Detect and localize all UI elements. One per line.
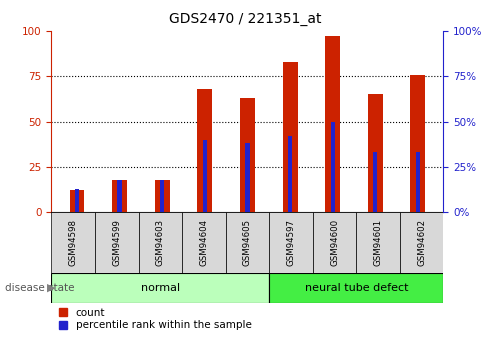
Bar [95, 212, 139, 273]
Bar [112, 179, 127, 212]
Bar [373, 152, 377, 212]
Bar [226, 212, 269, 273]
Bar [182, 212, 226, 273]
Bar [416, 152, 420, 212]
Bar [51, 273, 269, 303]
Bar [331, 122, 335, 212]
Bar [75, 189, 79, 212]
Bar [411, 75, 425, 212]
Text: GSM94598: GSM94598 [69, 219, 78, 266]
Bar [288, 136, 292, 212]
Bar [400, 212, 443, 273]
Text: normal: normal [141, 283, 180, 293]
Text: GSM94603: GSM94603 [156, 219, 165, 266]
Bar [203, 140, 207, 212]
Text: GSM94601: GSM94601 [373, 219, 383, 266]
Bar [313, 212, 356, 273]
Bar [245, 144, 249, 212]
Bar [325, 37, 340, 212]
Text: disease state: disease state [5, 283, 74, 293]
Bar [269, 273, 443, 303]
Text: neural tube defect: neural tube defect [305, 283, 408, 293]
Bar [283, 62, 297, 212]
Bar [160, 179, 164, 212]
Text: GSM94600: GSM94600 [330, 219, 339, 266]
Bar [269, 212, 313, 273]
Bar [240, 98, 255, 212]
Text: GSM94597: GSM94597 [287, 219, 295, 266]
Text: GSM94604: GSM94604 [199, 219, 208, 266]
Text: GSM94602: GSM94602 [417, 219, 426, 266]
Legend: count, percentile rank within the sample: count, percentile rank within the sample [59, 308, 252, 331]
Bar [118, 179, 122, 212]
Text: GSM94599: GSM94599 [112, 219, 122, 266]
Text: GSM94605: GSM94605 [243, 219, 252, 266]
Bar [70, 190, 84, 212]
Text: GDS2470 / 221351_at: GDS2470 / 221351_at [169, 12, 321, 26]
Bar [356, 212, 400, 273]
Bar [155, 179, 170, 212]
Text: ▶: ▶ [47, 283, 55, 293]
Bar [197, 89, 212, 212]
Bar [368, 95, 383, 212]
Bar [139, 212, 182, 273]
Bar [51, 212, 95, 273]
